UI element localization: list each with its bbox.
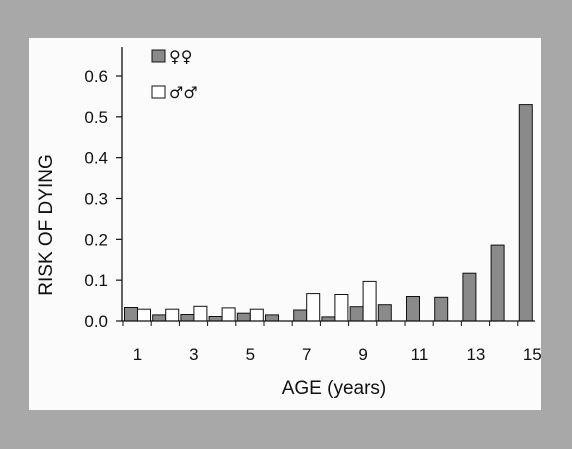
legend-swatch-females <box>151 49 166 63</box>
bar-females-age-11 <box>406 296 420 322</box>
bar-males-age-5 <box>249 308 264 322</box>
bar-females-age-1 <box>124 307 138 322</box>
bar-males-age-4 <box>221 307 236 322</box>
bar-females-age-14 <box>490 244 505 322</box>
x-tick-label: 15 <box>523 345 541 364</box>
x-tick-label: 5 <box>246 345 255 364</box>
bar-females-age-13 <box>462 272 477 322</box>
x-tick-label: 3 <box>189 345 198 364</box>
bar-males-age-1 <box>137 308 151 322</box>
y-tick-label: 0.0 <box>84 312 108 331</box>
y-tick-label: 0.1 <box>84 271 108 290</box>
bar-females-age-10 <box>377 304 392 322</box>
y-tick-labels: 0.0 0.1 0.2 0.3 0.4 0.5 0.6 <box>84 67 108 331</box>
x-tick-labels: 1 3 5 7 9 11 13 15 <box>133 345 541 364</box>
bar-females-age-7 <box>293 309 308 322</box>
chart-panel: 0.0 0.1 0.2 0.3 0.4 0.5 0.6 1 3 5 7 9 11 13 15 AGE (y… <box>29 38 541 410</box>
legend-label-males: ♂♂ <box>169 83 198 102</box>
bar-males-age-7 <box>306 293 321 322</box>
bar-chart: 0.00.10.20.30.40.50.6 1 3 5 7 9 11 13 15 AGE (y… <box>36 47 541 399</box>
bars-layer <box>124 104 533 322</box>
y-tick-label: 0.2 <box>84 230 108 249</box>
axes-layer <box>116 47 535 326</box>
bar-females-age-3 <box>180 314 195 322</box>
bar-males-age-2 <box>165 308 180 322</box>
x-tick-label: 11 <box>411 345 429 364</box>
x-tick-label: 7 <box>302 345 311 364</box>
bar-males-age-8 <box>334 294 349 322</box>
bar-females-age-12 <box>434 296 449 322</box>
bar-females-age-2 <box>152 314 167 322</box>
y-tick-label: 0.5 <box>84 108 108 127</box>
bar-females-age-6 <box>265 314 279 322</box>
y-tick-label: 0.3 <box>84 190 108 209</box>
bar-females-age-5 <box>236 312 251 322</box>
bar-females-age-15 <box>518 104 533 322</box>
y-tick-label: 0.4 <box>84 149 108 168</box>
bar-females-age-9 <box>349 306 364 322</box>
x-tick-label: 1 <box>133 345 142 364</box>
bar-males-age-3 <box>193 305 208 322</box>
x-tick-label: 9 <box>358 345 367 364</box>
bar-males-age-9 <box>362 280 377 322</box>
legend: ♀♀ ♂♂ <box>151 47 198 102</box>
x-tick-label: 13 <box>466 345 485 364</box>
y-tick-label: 0.6 <box>84 67 108 86</box>
legend-swatch-males <box>151 85 166 99</box>
bar-females-age-4 <box>208 316 223 322</box>
y-axis-title: RISK OF DYING <box>36 154 57 295</box>
x-axis-title: AGE (years) <box>282 378 387 399</box>
legend-label-females: ♀♀ <box>169 47 192 66</box>
